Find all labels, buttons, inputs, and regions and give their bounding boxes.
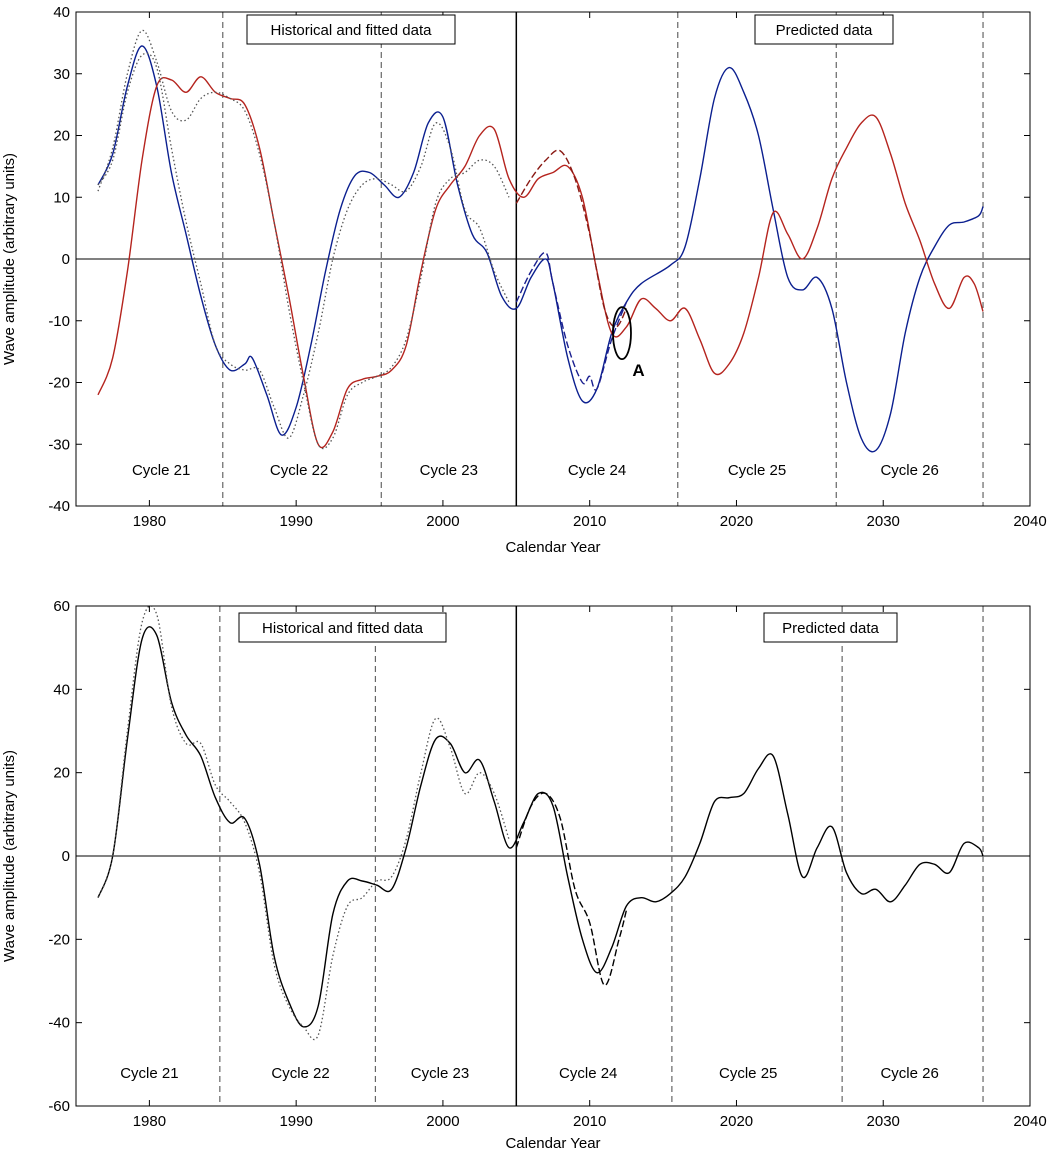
y-tick-label: 60 <box>53 598 70 615</box>
annotation-label: A <box>632 361 644 380</box>
predicted-box-label: Predicted data <box>776 22 873 39</box>
y-tick-label: -20 <box>48 375 70 392</box>
cycle-label-1: Cycle 21 <box>132 462 190 479</box>
y-tick-label: 10 <box>53 189 70 206</box>
y-tick-label: -10 <box>48 313 70 330</box>
y-tick-label: -60 <box>48 1098 70 1115</box>
x-tick-label: 2030 <box>867 1113 900 1130</box>
y-tick-label: 20 <box>53 128 70 145</box>
historical-box <box>246 14 456 45</box>
x-tick-label: 1980 <box>133 513 166 530</box>
x-tick-label: 2030 <box>867 513 900 530</box>
x-tick-label: 2000 <box>426 1113 459 1130</box>
x-tick-label: 2020 <box>720 513 753 530</box>
cycle-label-2: Cycle 22 <box>271 1065 329 1082</box>
cycle-label-3: Cycle 23 <box>420 462 478 479</box>
series-line-2 <box>515 792 628 986</box>
y-tick-label: 30 <box>53 66 70 83</box>
series-line-1 <box>97 45 984 453</box>
series-line-6 <box>97 52 510 439</box>
series-line-4 <box>515 149 628 328</box>
historical-box-label: Historical and fitted data <box>262 620 424 637</box>
y-tick-label: -20 <box>48 931 70 948</box>
series-line-1 <box>97 626 984 1028</box>
x-axis-title: Calendar Year <box>505 1135 600 1152</box>
cycle-label-4: Cycle 24 <box>568 462 626 479</box>
cycle-label-1: Cycle 21 <box>120 1065 178 1082</box>
x-tick-label: 2040 <box>1013 1113 1046 1130</box>
y-tick-label: -40 <box>48 498 70 515</box>
historical-box-label: Historical and fitted data <box>271 22 433 39</box>
predicted-box <box>754 14 894 45</box>
predicted-box-label: Predicted data <box>782 620 879 637</box>
y-axis-title: Wave amplitude (arbitrary units) <box>1 750 18 962</box>
cycle-label-4: Cycle 24 <box>559 1065 617 1082</box>
annotation-ellipse <box>612 306 632 361</box>
chart-panel-1: 1980 1990 2000 2010 2020 2030 2040-40-30-20-10… <box>1 4 1047 556</box>
x-tick-label: 2040 <box>1013 513 1046 530</box>
x-axis-title: Calendar Year <box>505 539 600 556</box>
series-line-3 <box>515 251 628 391</box>
y-tick-label: -30 <box>48 436 70 453</box>
series-line-2 <box>97 76 984 449</box>
x-tick-label: 2020 <box>720 1113 753 1130</box>
historical-box <box>238 612 447 643</box>
chart-panel-2: 1980 1990 2000 2010 2020 2030 2040-60-40-20020… <box>1 598 1047 1152</box>
cycle-label-5: Cycle 25 <box>728 462 786 479</box>
y-tick-label: -40 <box>48 1015 70 1032</box>
cycle-label-6: Cycle 26 <box>880 1065 938 1082</box>
x-tick-label: 2010 <box>573 513 606 530</box>
y-tick-label: 20 <box>53 765 70 782</box>
cycle-label-3: Cycle 23 <box>411 1065 469 1082</box>
cycle-label-5: Cycle 25 <box>719 1065 777 1082</box>
x-tick-label: 2000 <box>426 513 459 530</box>
series-line-5 <box>97 29 510 450</box>
cycle-label-2: Cycle 22 <box>270 462 328 479</box>
y-tick-label: 0 <box>62 848 70 865</box>
y-axis-title: Wave amplitude (arbitrary units) <box>1 153 18 365</box>
predicted-box <box>763 612 898 643</box>
y-tick-label: 40 <box>53 681 70 698</box>
x-tick-label: 1990 <box>279 513 312 530</box>
x-tick-label: 1980 <box>133 1113 166 1130</box>
x-tick-label: 2010 <box>573 1113 606 1130</box>
series-line-3 <box>97 606 510 1041</box>
y-tick-label: 40 <box>53 4 70 21</box>
cycle-label-6: Cycle 26 <box>880 462 938 479</box>
y-tick-label: 0 <box>62 251 70 268</box>
x-tick-label: 1990 <box>279 1113 312 1130</box>
